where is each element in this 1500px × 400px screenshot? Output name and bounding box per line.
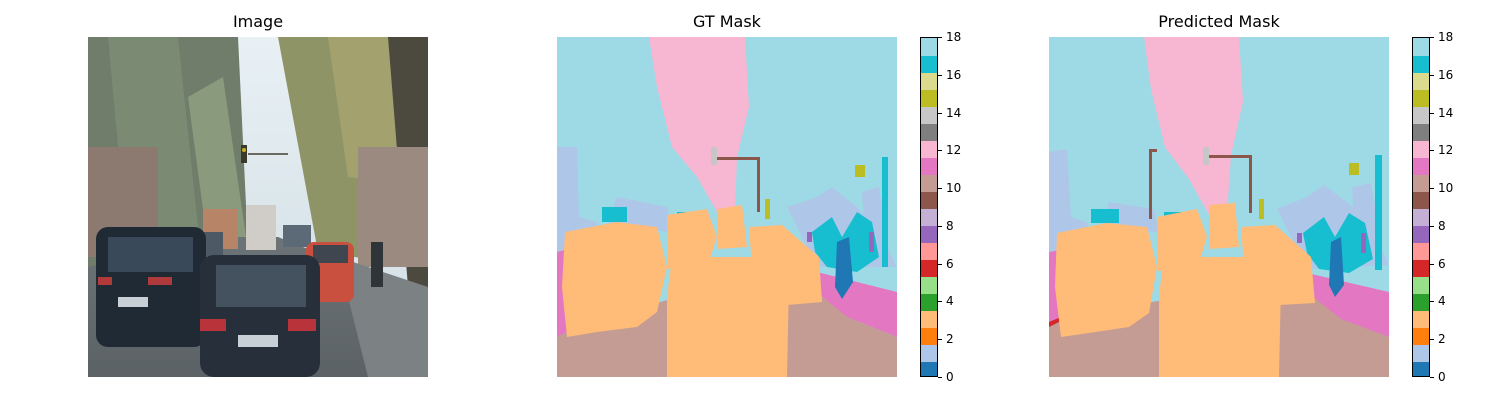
- colorbar-swatch: [1413, 106, 1429, 124]
- predicted-mask-panel-title: Predicted Mask: [1158, 12, 1280, 31]
- colorbar-swatch: [921, 106, 937, 124]
- colorbar-tick-mark: [1430, 377, 1434, 378]
- gt-mask-colorbar: [920, 37, 938, 377]
- colorbar-swatch: [1413, 344, 1429, 362]
- colorbar-tick-label: 0: [946, 370, 954, 384]
- colorbar-swatch: [921, 225, 937, 243]
- colorbar-tick-mark: [938, 339, 942, 340]
- colorbar-swatch: [1413, 225, 1429, 243]
- colorbar-swatch: [921, 310, 937, 328]
- colorbar-tick-mark: [938, 188, 942, 189]
- colorbar-swatch: [1413, 174, 1429, 192]
- colorbar-swatch: [921, 242, 937, 260]
- colorbar-swatch: [921, 123, 937, 141]
- colorbar-swatch: [921, 38, 937, 56]
- colorbar-tick-mark: [938, 75, 942, 76]
- colorbar-swatch: [1413, 123, 1429, 141]
- colorbar-swatch: [921, 276, 937, 294]
- colorbar-tick-label: 6: [1438, 257, 1446, 271]
- colorbar-tick-mark: [1430, 150, 1434, 151]
- predicted-mask-image: [1049, 37, 1389, 377]
- colorbar-tick-mark: [1430, 113, 1434, 114]
- colorbar-tick-mark: [938, 37, 942, 38]
- colorbar-swatch: [1413, 242, 1429, 260]
- colorbar-tick-label: 10: [946, 181, 962, 195]
- colorbar-swatch: [1413, 140, 1429, 158]
- colorbar-swatch: [921, 208, 937, 226]
- street-photo: [88, 37, 428, 377]
- colorbar-swatch: [1413, 327, 1429, 345]
- colorbar-swatch: [1413, 157, 1429, 175]
- colorbar-tick-mark: [938, 150, 942, 151]
- colorbar-tick-label: 14: [1438, 106, 1454, 120]
- colorbar-tick-label: 12: [946, 143, 962, 157]
- colorbar-swatch: [1413, 38, 1429, 56]
- colorbar-swatch: [921, 174, 937, 192]
- colorbar-tick-label: 14: [946, 106, 962, 120]
- colorbar-swatch: [1413, 191, 1429, 209]
- colorbar-tick-label: 4: [1438, 294, 1446, 308]
- colorbar-swatch: [921, 293, 937, 311]
- colorbar-tick-mark: [1430, 75, 1434, 76]
- colorbar-tick-label: 2: [1438, 332, 1446, 346]
- gt-mask-panel-title: GT Mask: [693, 12, 761, 31]
- colorbar-swatch: [1413, 276, 1429, 294]
- colorbar-tick-mark: [938, 113, 942, 114]
- colorbar-tick-label: 16: [946, 68, 962, 82]
- colorbar-swatch: [921, 89, 937, 107]
- colorbar-tick-mark: [1430, 226, 1434, 227]
- colorbar-swatch: [921, 55, 937, 73]
- colorbar-tick-mark: [1430, 301, 1434, 302]
- colorbar-tick-label: 0: [1438, 370, 1446, 384]
- predicted-mask-colorbar: [1412, 37, 1430, 377]
- colorbar-tick-label: 6: [946, 257, 954, 271]
- colorbar-swatch: [1413, 72, 1429, 90]
- colorbar-tick-label: 8: [1438, 219, 1446, 233]
- colorbar-swatch: [921, 361, 937, 376]
- colorbar-tick-mark: [938, 301, 942, 302]
- colorbar-swatch: [921, 344, 937, 362]
- colorbar-tick-label: 4: [946, 294, 954, 308]
- colorbar-swatch: [921, 259, 937, 277]
- colorbar-swatch: [921, 140, 937, 158]
- colorbar-swatch: [921, 191, 937, 209]
- colorbar-tick-mark: [1430, 188, 1434, 189]
- colorbar-swatch: [1413, 208, 1429, 226]
- colorbar-tick-label: 8: [946, 219, 954, 233]
- colorbar-tick-label: 10: [1438, 181, 1454, 195]
- colorbar-tick-mark: [1430, 339, 1434, 340]
- colorbar-tick-label: 18: [1438, 30, 1454, 44]
- colorbar-tick-mark: [938, 264, 942, 265]
- colorbar-tick-label: 16: [1438, 68, 1454, 82]
- colorbar-swatch: [1413, 361, 1429, 376]
- colorbar-swatch: [921, 157, 937, 175]
- colorbar-tick-mark: [938, 377, 942, 378]
- colorbar-tick-mark: [938, 226, 942, 227]
- colorbar-tick-mark: [1430, 37, 1434, 38]
- colorbar-tick-mark: [1430, 264, 1434, 265]
- colorbar-swatch: [921, 72, 937, 90]
- colorbar-swatch: [1413, 310, 1429, 328]
- colorbar-tick-label: 2: [946, 332, 954, 346]
- colorbar-swatch: [1413, 89, 1429, 107]
- colorbar-tick-label: 12: [1438, 143, 1454, 157]
- colorbar-swatch: [921, 327, 937, 345]
- colorbar-swatch: [1413, 293, 1429, 311]
- colorbar-swatch: [1413, 259, 1429, 277]
- gt-mask-image: [557, 37, 897, 377]
- colorbar-swatch: [1413, 55, 1429, 73]
- colorbar-tick-label: 18: [946, 30, 962, 44]
- image-panel-title: Image: [232, 12, 284, 31]
